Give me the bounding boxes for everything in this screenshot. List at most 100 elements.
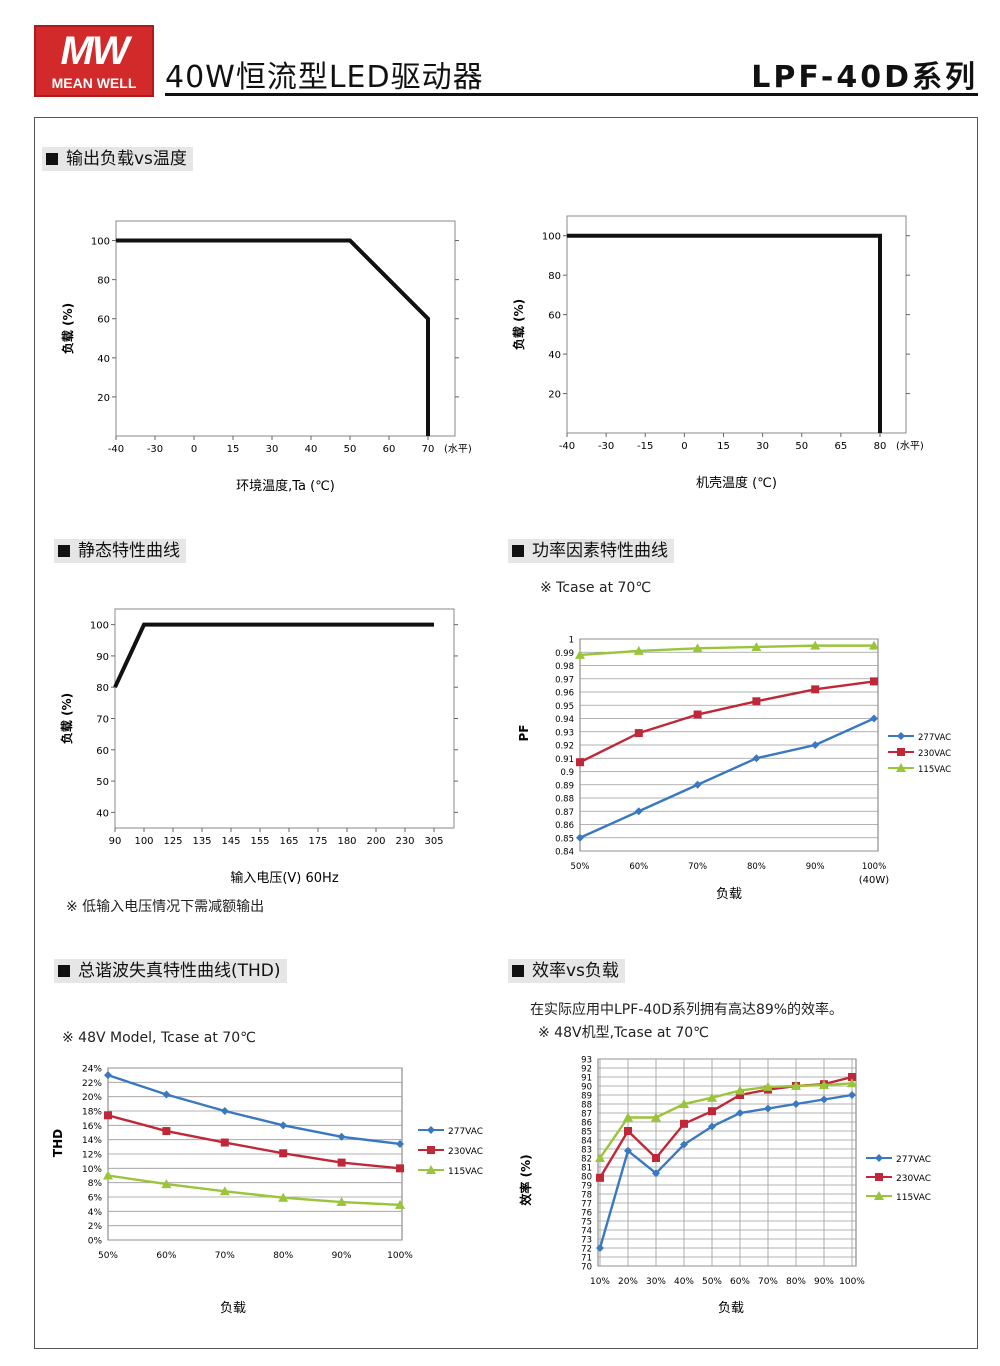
x-axis-label: 机壳温度 (℃) <box>696 475 777 491</box>
y-tick-label: 40 <box>97 354 110 365</box>
y-axis-label: THD <box>51 1129 65 1157</box>
y-tick-label: 2% <box>88 1222 103 1232</box>
data-point-277vac <box>708 1122 716 1131</box>
data-point-277vac <box>652 1169 660 1178</box>
data-point-230vac <box>634 729 643 738</box>
efficiency-condition-note: ※ 48V机型,Tcase at 70℃ <box>538 1025 709 1041</box>
y-tick-label: 0.87 <box>555 808 574 818</box>
data-point-230vac <box>220 1138 229 1147</box>
x-axis-unit-note: (水平) <box>896 440 924 452</box>
data-point-230vac <box>624 1127 632 1135</box>
data-point-230vac <box>693 710 702 719</box>
data-point-115vac <box>707 1092 717 1102</box>
data-point-230vac <box>811 685 820 694</box>
data-point-230vac <box>848 1073 856 1081</box>
pf-condition-note: ※ Tcase at 70℃ <box>540 580 652 596</box>
y-tick-label: 0.98 <box>555 662 574 672</box>
data-point-115vac <box>735 1085 745 1095</box>
x-tick-label: 20% <box>618 1277 638 1287</box>
x-tick-label: 60 <box>383 444 396 455</box>
x-tick-label: 125 <box>163 836 182 847</box>
data-point-277vac <box>792 1100 800 1108</box>
data-point-277vac <box>736 1109 744 1117</box>
y-tick-label: 75 <box>581 1218 592 1228</box>
data-point-277vac <box>693 780 702 789</box>
y-tick-label: 0% <box>88 1237 103 1247</box>
data-point-115vac <box>103 1170 113 1180</box>
y-tick-label: 40 <box>96 808 109 819</box>
data-point-115vac <box>791 1081 801 1090</box>
data-point-230vac <box>752 697 761 706</box>
y-tick-label: 60 <box>96 746 109 757</box>
data-point-230vac <box>396 1164 404 1173</box>
y-axis-label: PF <box>517 725 531 742</box>
y-tick-label: 14% <box>82 1136 102 1146</box>
data-point-115vac <box>819 1080 829 1090</box>
y-tick-label: 72 <box>581 1245 592 1255</box>
y-tick-label: 16% <box>82 1122 102 1132</box>
x-tick-sublabel: (40W) <box>859 875 890 886</box>
x-axis-label: 负载 <box>220 1301 246 1316</box>
data-point-115vac <box>633 645 644 655</box>
legend-marker <box>896 763 906 772</box>
data-point-115vac <box>219 1186 230 1196</box>
y-tick-label: 20 <box>97 393 110 404</box>
x-tick-label: -15 <box>637 441 653 452</box>
section-heading-pf: 功率因素特性曲线 <box>508 539 674 563</box>
y-axis-label: 负载 (%) <box>59 693 74 744</box>
y-tick-label: 60 <box>97 315 110 326</box>
data-point-230vac <box>652 1154 660 1162</box>
y-tick-label: 0.95 <box>555 702 574 712</box>
y-tick-label: 90 <box>581 1083 592 1093</box>
legend-label: 230VAC <box>896 1174 931 1184</box>
y-tick-label: 78 <box>581 1191 592 1201</box>
y-tick-label: 87 <box>581 1110 592 1120</box>
section-heading-text: 总谐波失真特性曲线(THD) <box>78 961 281 981</box>
y-tick-label: 0.89 <box>555 781 574 791</box>
x-tick-label: 50% <box>571 862 590 872</box>
x-tick-label: 135 <box>192 836 211 847</box>
data-point-115vac <box>336 1197 347 1207</box>
x-tick-label: 305 <box>424 836 443 847</box>
data-point-115vac <box>751 641 762 651</box>
logo-name: MEAN WELL <box>51 75 137 91</box>
section-heading-efficiency: 效率vs负载 <box>508 959 625 983</box>
y-tick-label: 80 <box>581 1173 592 1183</box>
series-line-277vac <box>579 717 875 839</box>
x-tick-label: 60% <box>156 1251 176 1261</box>
y-tick-label: 81 <box>581 1164 592 1174</box>
x-tick-label: 230 <box>395 836 414 847</box>
y-tick-label: 76 <box>581 1209 592 1219</box>
x-tick-label: 70% <box>688 862 707 872</box>
x-tick-label: 175 <box>308 836 327 847</box>
y-tick-label: 0.97 <box>555 675 574 685</box>
section-heading-text: 输出负载vs温度 <box>66 149 187 169</box>
plot-frame <box>114 608 455 829</box>
y-tick-label: 71 <box>581 1254 592 1264</box>
legend-marker <box>875 1154 883 1162</box>
section-heading-text: 功率因素特性曲线 <box>532 541 668 561</box>
y-tick-label: 0.93 <box>555 728 574 738</box>
legend-marker <box>875 1173 883 1181</box>
y-tick-label: 0.96 <box>555 689 574 699</box>
y-tick-label: 80 <box>97 276 110 287</box>
data-point-277vac <box>220 1107 229 1115</box>
y-tick-label: 100 <box>90 621 109 632</box>
data-point-115vac <box>623 1112 633 1122</box>
x-tick-label: 40 <box>305 444 318 455</box>
data-point-277vac <box>162 1090 171 1099</box>
plot-frame <box>597 1058 857 1267</box>
data-point-230vac <box>870 677 878 686</box>
y-tick-label: 89 <box>581 1092 592 1102</box>
y-tick-label: 85 <box>581 1128 592 1138</box>
data-point-115vac <box>161 1179 172 1189</box>
x-tick-label: 50% <box>98 1251 118 1261</box>
data-point-277vac <box>820 1095 828 1104</box>
x-tick-label: -40 <box>559 441 575 452</box>
y-tick-label: 100 <box>542 232 561 243</box>
data-point-277vac <box>848 1091 856 1099</box>
data-point-277vac <box>576 833 584 842</box>
y-tick-label: 90 <box>96 652 109 663</box>
x-tick-label: 15 <box>717 441 730 452</box>
